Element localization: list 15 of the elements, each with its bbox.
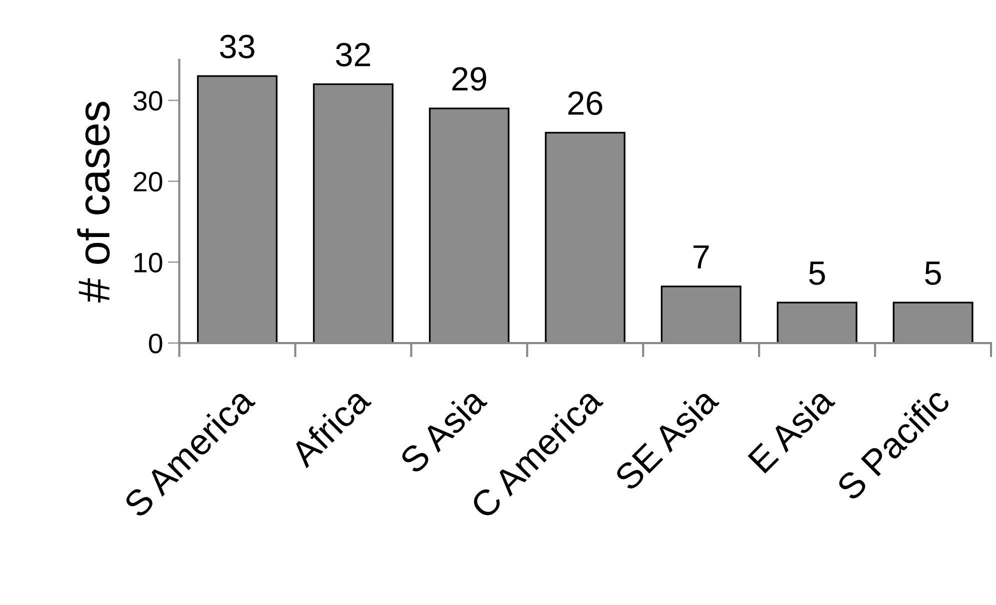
data-label: 29 bbox=[452, 67, 486, 91]
x-tick-label: SE Asia bbox=[612, 384, 720, 492]
y-tick-label: 10 bbox=[134, 252, 162, 272]
y-tick-label: 20 bbox=[134, 172, 162, 192]
data-label: 7 bbox=[694, 245, 709, 268]
data-label: 5 bbox=[809, 262, 825, 285]
x-tick-label: E Asia bbox=[746, 384, 836, 474]
x-tick-label: S Asia bbox=[398, 384, 488, 475]
data-label: 5 bbox=[925, 262, 941, 285]
y-axis-title: # of cases bbox=[77, 102, 110, 303]
y-tick-label: 30 bbox=[133, 91, 162, 111]
data-label: 33 bbox=[220, 34, 254, 58]
data-label: 32 bbox=[336, 42, 370, 66]
data-label: 26 bbox=[568, 91, 602, 116]
y-tick-label: 0 bbox=[148, 334, 162, 354]
